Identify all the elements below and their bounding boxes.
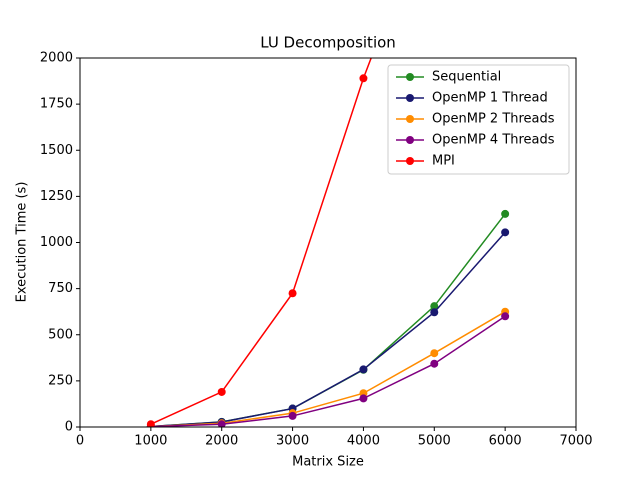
data-point [146, 420, 155, 427]
legend-marker [406, 157, 414, 165]
y-tick-label: 500 [48, 327, 73, 342]
legend-label: OpenMP 2 Threads [432, 112, 555, 127]
data-point [501, 228, 510, 237]
data-point [288, 411, 297, 420]
legend-label: OpenMP 1 Thread [432, 91, 548, 106]
x-tick-label: 5000 [418, 434, 451, 449]
data-point [359, 74, 368, 83]
y-tick-label: 750 [48, 281, 73, 296]
legend-label: Sequential [432, 70, 501, 85]
y-tick-label: 1500 [40, 143, 73, 158]
chart-title: LU Decomposition [260, 34, 396, 52]
data-point [501, 312, 510, 321]
y-tick-label: 1750 [40, 97, 73, 112]
y-tick-label: 1250 [40, 189, 73, 204]
data-point [288, 289, 297, 298]
x-axis-label: Matrix Size [292, 455, 364, 470]
legend-marker [406, 73, 414, 81]
y-tick-label: 2000 [40, 51, 73, 66]
legend-marker [406, 136, 414, 144]
y-axis-label: Execution Time (s) [15, 182, 30, 303]
y-tick-label: 1000 [40, 235, 73, 250]
plot-area [146, 58, 510, 427]
series-line [150, 311, 506, 427]
data-point [217, 420, 226, 427]
y-tick-label: 250 [48, 373, 73, 388]
x-tick-label: 4000 [347, 434, 380, 449]
x-tick-label: 1000 [134, 434, 167, 449]
series-line [150, 315, 506, 427]
data-point [359, 394, 368, 403]
data-point [430, 302, 439, 311]
x-tick-label: 0 [76, 434, 84, 449]
x-tick-label: 2000 [205, 434, 238, 449]
data-point [430, 308, 439, 317]
x-tick-label: 7000 [559, 434, 592, 449]
x-tick-label: 6000 [489, 434, 522, 449]
data-point [359, 365, 368, 374]
y-tick-label: 0 [65, 420, 73, 435]
legend-box [387, 64, 570, 175]
legend-marker [406, 115, 414, 123]
data-point [501, 209, 510, 218]
series-line [150, 231, 506, 427]
data-point [430, 359, 439, 368]
legend-label: OpenMP 4 Threads [432, 133, 555, 148]
legend-marker [406, 94, 414, 102]
legend-label: MPI [432, 154, 455, 169]
data-point [430, 349, 439, 358]
data-point [217, 387, 226, 396]
x-tick-label: 3000 [276, 434, 309, 449]
